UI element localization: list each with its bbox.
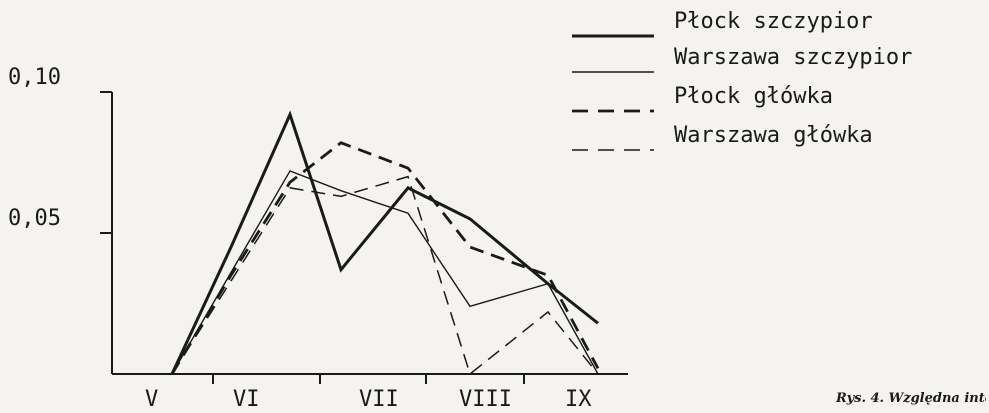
legend: Płock szczypior Warszawa szczypior Płock g… [572, 9, 912, 151]
series-line-0 [170, 110, 599, 375]
x-tick-label: VI [233, 387, 260, 412]
series-line-2 [170, 141, 600, 375]
ticks: 0,10 0,05 V VI VII VIII IX [8, 65, 592, 412]
series-line-1 [171, 170, 599, 375]
y-tick-label: 0,10 [8, 65, 61, 90]
legend-label: Płock główka [674, 84, 833, 109]
legend-label: Płock szczypior [674, 9, 873, 34]
x-tick-label: IX [565, 387, 592, 412]
x-tick-label: VII [359, 387, 399, 412]
series-layer [170, 110, 600, 376]
x-tick-label: VIII [459, 387, 512, 412]
figure-caption: Rys. 4. Względna intensywność wy [836, 391, 986, 406]
y-tick-label: 0,05 [8, 206, 61, 231]
legend-label: Warszawa główka [674, 123, 873, 148]
x-tick-label: V [145, 387, 158, 412]
legend-label: Warszawa szczypior [674, 45, 912, 70]
